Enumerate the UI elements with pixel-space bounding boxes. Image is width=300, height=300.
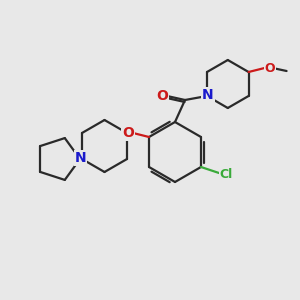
Text: O: O bbox=[156, 89, 168, 103]
Text: O: O bbox=[264, 61, 275, 74]
Text: Cl: Cl bbox=[219, 169, 232, 182]
Text: N: N bbox=[202, 88, 214, 102]
Text: O: O bbox=[122, 126, 134, 140]
Text: N: N bbox=[75, 151, 87, 165]
